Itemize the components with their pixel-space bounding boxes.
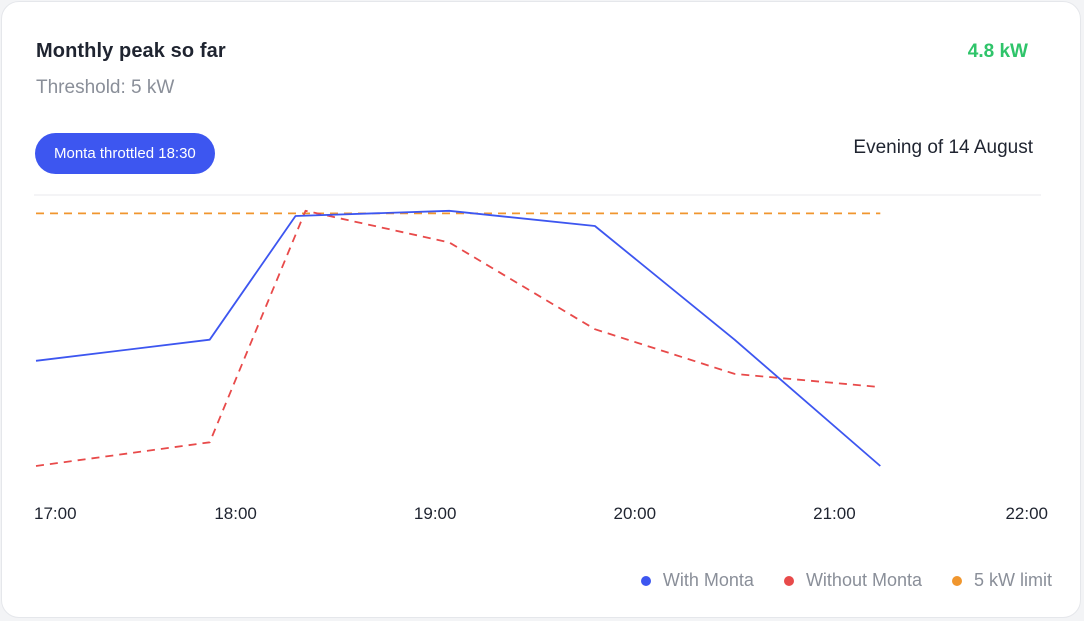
peak-value: 4.8 kW bbox=[967, 41, 1028, 62]
x-tick-label: 17:00 bbox=[34, 504, 77, 523]
legend-item-limit[interactable]: 5 kW limit bbox=[952, 570, 1052, 591]
x-tick-label: 20:00 bbox=[614, 504, 657, 523]
threshold-label: Threshold: 5 kW bbox=[36, 77, 175, 98]
chart-legend: With Monta Without Monta 5 kW limit bbox=[640, 570, 1052, 591]
x-tick-label: 18:00 bbox=[214, 504, 257, 523]
legend-label: 5 kW limit bbox=[974, 570, 1052, 590]
period-label: Evening of 14 August bbox=[853, 137, 1033, 158]
legend-item-with-monta[interactable]: With Monta bbox=[640, 570, 754, 591]
legend-label: With Monta bbox=[662, 570, 754, 590]
series-line-with-monta bbox=[35, 209, 881, 467]
series-layer bbox=[35, 209, 881, 467]
legend-dot bbox=[952, 575, 962, 586]
card-title: Monthly peak so far bbox=[36, 40, 226, 62]
x-tick-label: 22:00 bbox=[1005, 504, 1048, 523]
series-line-without-monta bbox=[35, 209, 881, 467]
x-tick-label: 19:00 bbox=[414, 504, 457, 523]
x-axis-ticks: 17:00 18:00 19:00 20:00 21:00 22:00 bbox=[34, 504, 1048, 523]
throttled-badge[interactable]: Monta throttled 18:30 bbox=[35, 133, 215, 174]
legend-label: Without Monta bbox=[805, 570, 922, 590]
legend-dot bbox=[783, 575, 794, 586]
legend-dot bbox=[640, 575, 651, 586]
x-tick-label: 21:00 bbox=[813, 504, 856, 523]
legend-item-without-monta[interactable]: Without Monta bbox=[783, 570, 922, 591]
